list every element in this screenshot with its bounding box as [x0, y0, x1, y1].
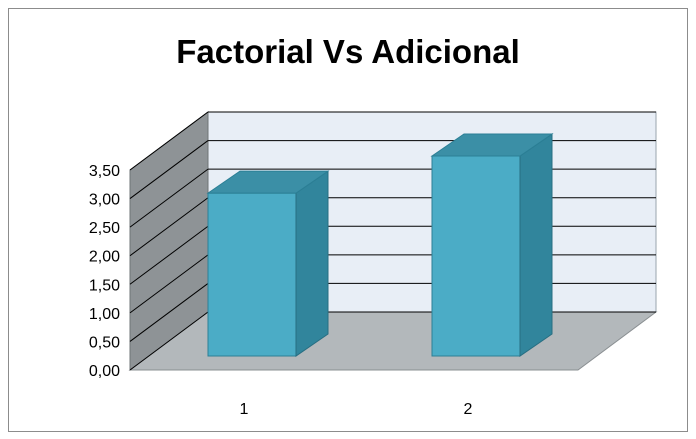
bar-top [206, 170, 330, 194]
gridline-side [129, 168, 209, 228]
x-tick-label: 2 [464, 401, 473, 418]
gridline-side [129, 225, 209, 285]
bar-front [207, 192, 297, 357]
y-tick-label: 0,50 [89, 334, 120, 351]
bar-1 [206, 170, 330, 357]
y-tick-label: 3,00 [89, 192, 120, 209]
bar-side [295, 170, 329, 357]
y-tick-label: 0,00 [89, 363, 120, 380]
gridline-side [129, 311, 209, 371]
gridline-side [129, 111, 209, 171]
y-tick-label: 3,50 [89, 163, 120, 180]
bar-front [431, 155, 521, 357]
y-tick-label: 1,00 [89, 306, 120, 323]
gridline-side [129, 254, 209, 314]
bar-top [430, 133, 554, 157]
y-tick-label: 1,50 [89, 277, 120, 294]
bar-2 [430, 133, 554, 357]
chart-title: Factorial Vs Adicional [176, 33, 520, 70]
gridline-side [129, 197, 209, 257]
y-tick-label: 2,00 [89, 249, 120, 266]
gridline-side [129, 140, 209, 199]
x-tick-label: 1 [240, 401, 249, 418]
gridline-side [129, 283, 209, 342]
bar-side [519, 133, 553, 357]
y-tick-label: 2,50 [89, 220, 120, 237]
